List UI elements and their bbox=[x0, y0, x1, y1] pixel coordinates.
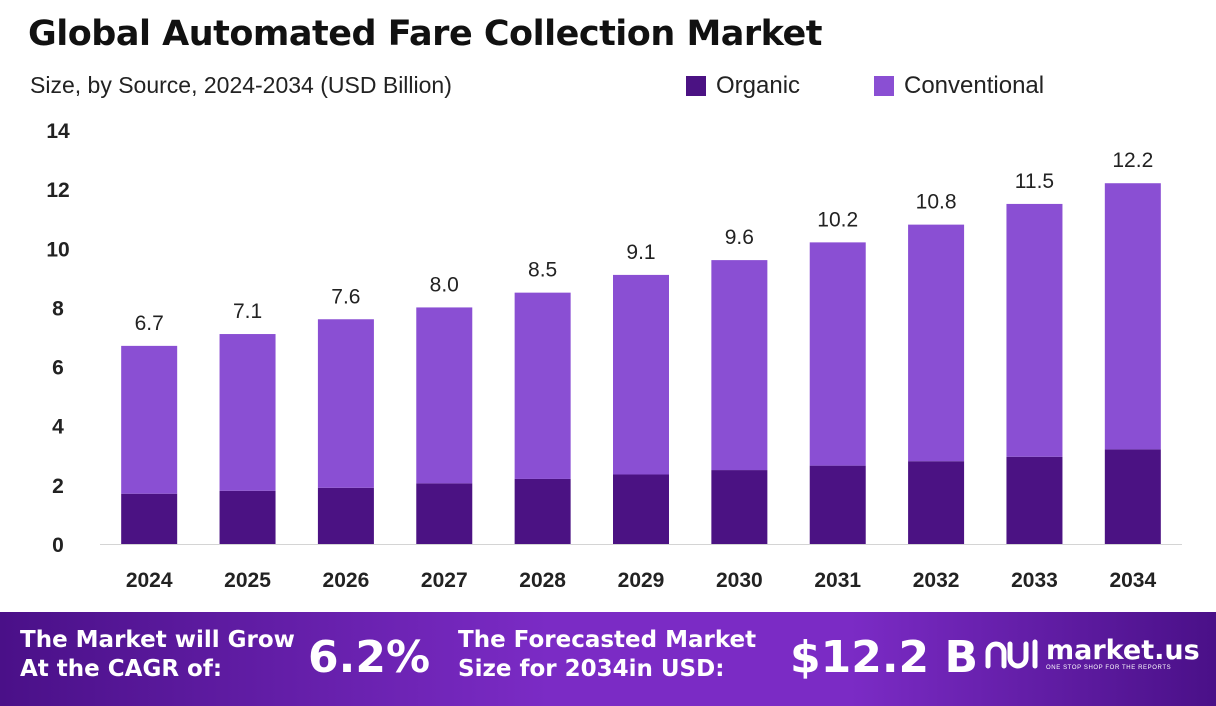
legend-item-conventional: Conventional bbox=[874, 72, 1044, 100]
bar-organic-2031 bbox=[809, 465, 866, 544]
total-label-2024: 6.7 bbox=[135, 312, 164, 335]
y-tick-label: 10 bbox=[46, 238, 69, 261]
legend-item-organic: Organic bbox=[686, 72, 800, 100]
bar-conventional-2029 bbox=[613, 274, 669, 475]
brand-text-block: market.us ONE STOP SHOP FOR THE REPORTS bbox=[1046, 635, 1200, 672]
cagr-value: 6.2% bbox=[308, 632, 431, 683]
bar-organic-2027 bbox=[416, 483, 473, 544]
y-tick-label: 12 bbox=[46, 179, 69, 202]
bar-organic-2033 bbox=[1006, 456, 1063, 544]
market-us-logo-icon bbox=[985, 639, 1038, 669]
y-tick-label: 8 bbox=[52, 297, 64, 320]
total-label-2025: 7.1 bbox=[233, 300, 262, 323]
cagr-label-line1: The Market will Grow bbox=[20, 627, 295, 653]
total-label-2030: 9.6 bbox=[725, 226, 754, 249]
y-tick-label: 6 bbox=[52, 357, 64, 380]
x-tick-label-2032: 2032 bbox=[913, 569, 960, 592]
footer-banner: The Market will Grow At the CAGR of: 6.2… bbox=[0, 612, 1216, 706]
total-label-2034: 12.2 bbox=[1112, 149, 1153, 172]
bar-organic-2030 bbox=[711, 470, 768, 544]
bar-chart: 0 2 4 6 8 10 12 14 6.7 2024 7.1 2025 7.6 2026 8.0 2027 8… bbox=[46, 120, 1182, 592]
x-tick-label-2024: 2024 bbox=[126, 569, 173, 592]
y-tick-label: 2 bbox=[52, 475, 64, 498]
chart-subtitle: Size, by Source, 2024-2034 (USD Billion) bbox=[30, 72, 452, 98]
bar-conventional-2028 bbox=[514, 292, 571, 479]
bar-organic-2034 bbox=[1104, 449, 1161, 544]
total-label-2032: 10.8 bbox=[916, 191, 957, 214]
bar-conventional-2030 bbox=[711, 260, 768, 471]
brand-logo: market.us ONE STOP SHOP FOR THE REPORTS bbox=[984, 636, 1200, 672]
bar-conventional-2025 bbox=[219, 334, 276, 491]
y-tick-label: 14 bbox=[46, 120, 70, 143]
bar-organic-2026 bbox=[317, 487, 374, 544]
brand-tagline: ONE STOP SHOP FOR THE REPORTS bbox=[1046, 665, 1172, 671]
legend-label-conventional: Conventional bbox=[904, 72, 1045, 99]
cagr-label-line2: At the CAGR of: bbox=[20, 656, 223, 682]
x-tick-label-2027: 2027 bbox=[421, 569, 468, 592]
bar-organic-2024 bbox=[121, 493, 178, 544]
total-label-2029: 9.1 bbox=[626, 241, 655, 264]
bar-organic-2032 bbox=[908, 461, 965, 544]
legend-label-organic: Organic bbox=[716, 72, 801, 99]
bar-conventional-2033 bbox=[1006, 203, 1063, 457]
x-tick-label-2033: 2033 bbox=[1011, 569, 1058, 592]
total-label-2028: 8.5 bbox=[528, 259, 557, 282]
forecast-label-line2: Size for 2034in USD: bbox=[458, 656, 725, 682]
chart-title: Global Automated Fare Collection Market bbox=[28, 14, 822, 54]
x-tick-label-2034: 2034 bbox=[1109, 569, 1156, 592]
x-tick-label-2028: 2028 bbox=[519, 569, 566, 592]
bar-conventional-2024 bbox=[121, 345, 178, 494]
total-label-2027: 8.0 bbox=[430, 273, 459, 296]
x-tick-label-2029: 2029 bbox=[618, 569, 665, 592]
total-label-2033: 11.5 bbox=[1015, 170, 1054, 193]
bar-conventional-2034 bbox=[1104, 183, 1161, 450]
total-label-2031: 10.2 bbox=[817, 208, 858, 231]
x-tick-label-2030: 2030 bbox=[716, 569, 763, 592]
bar-organic-2029 bbox=[613, 474, 669, 544]
bar-conventional-2027 bbox=[416, 307, 473, 484]
y-tick-label: 4 bbox=[52, 416, 64, 439]
legend-swatch-conventional bbox=[874, 76, 894, 96]
x-tick-label-2031: 2031 bbox=[814, 569, 861, 592]
x-tick-label-2025: 2025 bbox=[224, 569, 271, 592]
bar-organic-2025 bbox=[219, 490, 276, 544]
forecast-value: $12.2 B bbox=[790, 632, 979, 683]
total-label-2026: 7.6 bbox=[331, 285, 360, 308]
forecast-label-line1: The Forecasted Market bbox=[458, 627, 757, 653]
cagr-label: The Market will Grow At the CAGR of: bbox=[20, 626, 295, 684]
legend-swatch-organic bbox=[686, 76, 706, 96]
bar-conventional-2026 bbox=[317, 319, 374, 488]
bar-conventional-2031 bbox=[809, 242, 866, 466]
x-tick-label-2026: 2026 bbox=[323, 569, 370, 592]
forecast-label: The Forecasted Market Size for 2034in US… bbox=[458, 626, 756, 684]
bar-conventional-2032 bbox=[908, 224, 965, 462]
bar-organic-2028 bbox=[514, 478, 571, 544]
y-tick-label: 0 bbox=[52, 534, 64, 557]
brand-name: market.us bbox=[1046, 635, 1200, 666]
